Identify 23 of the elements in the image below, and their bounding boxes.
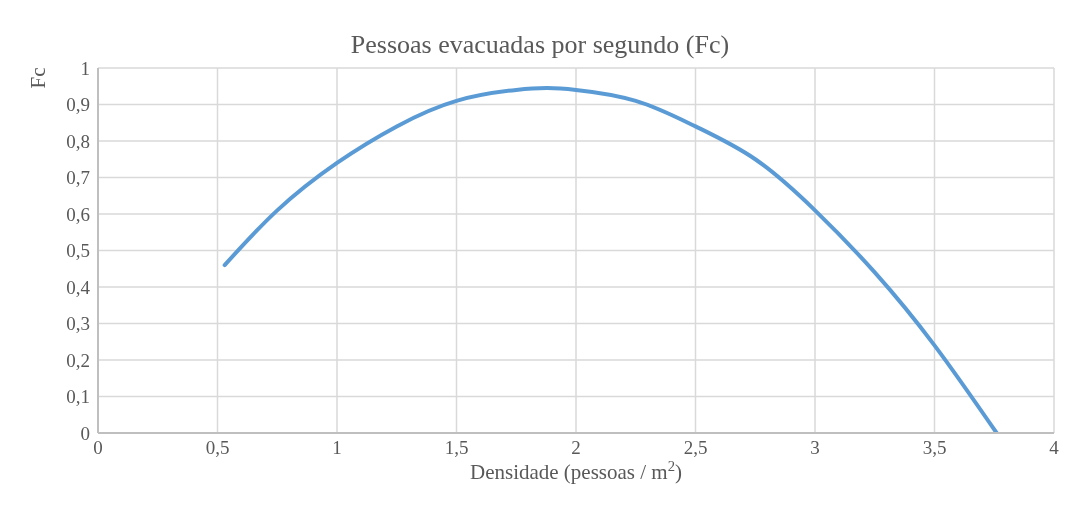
y-tick-label: 0,1	[66, 386, 90, 408]
chart-title: Pessoas evacuadas por segundo (Fc)	[350, 30, 730, 59]
y-tick-label: 0,2	[66, 349, 90, 371]
x-tick-label: 3	[810, 437, 820, 459]
y-tick-label: 0,9	[66, 94, 90, 116]
x-tick-label: 4	[1049, 437, 1060, 459]
line-series	[222, 86, 999, 433]
y-tick-label: 0,4	[66, 276, 91, 298]
x-tick-label: 0,5	[205, 437, 230, 459]
x-tick-label: 2,5	[683, 437, 708, 459]
x-tick-label: 1,5	[444, 437, 469, 459]
y-tick-label: 0,3	[66, 313, 90, 335]
y-tick-label: 1	[80, 57, 90, 79]
y-tick-label: 0	[80, 422, 90, 444]
y-tick-label: 0,7	[66, 167, 90, 189]
y-tick-label: 0,8	[66, 130, 90, 152]
x-tick-label: 2	[571, 437, 581, 459]
y-tick-label: 0,5	[66, 240, 90, 262]
y-axis-title: Fc	[25, 67, 50, 89]
y-tick-label: 0,6	[66, 203, 90, 225]
x-axis-title: Densidade (pessoas / m$^{2}$)	[469, 458, 683, 484]
x-tick-label: 1	[332, 437, 342, 459]
x-tick-label: 3,5	[922, 437, 947, 459]
